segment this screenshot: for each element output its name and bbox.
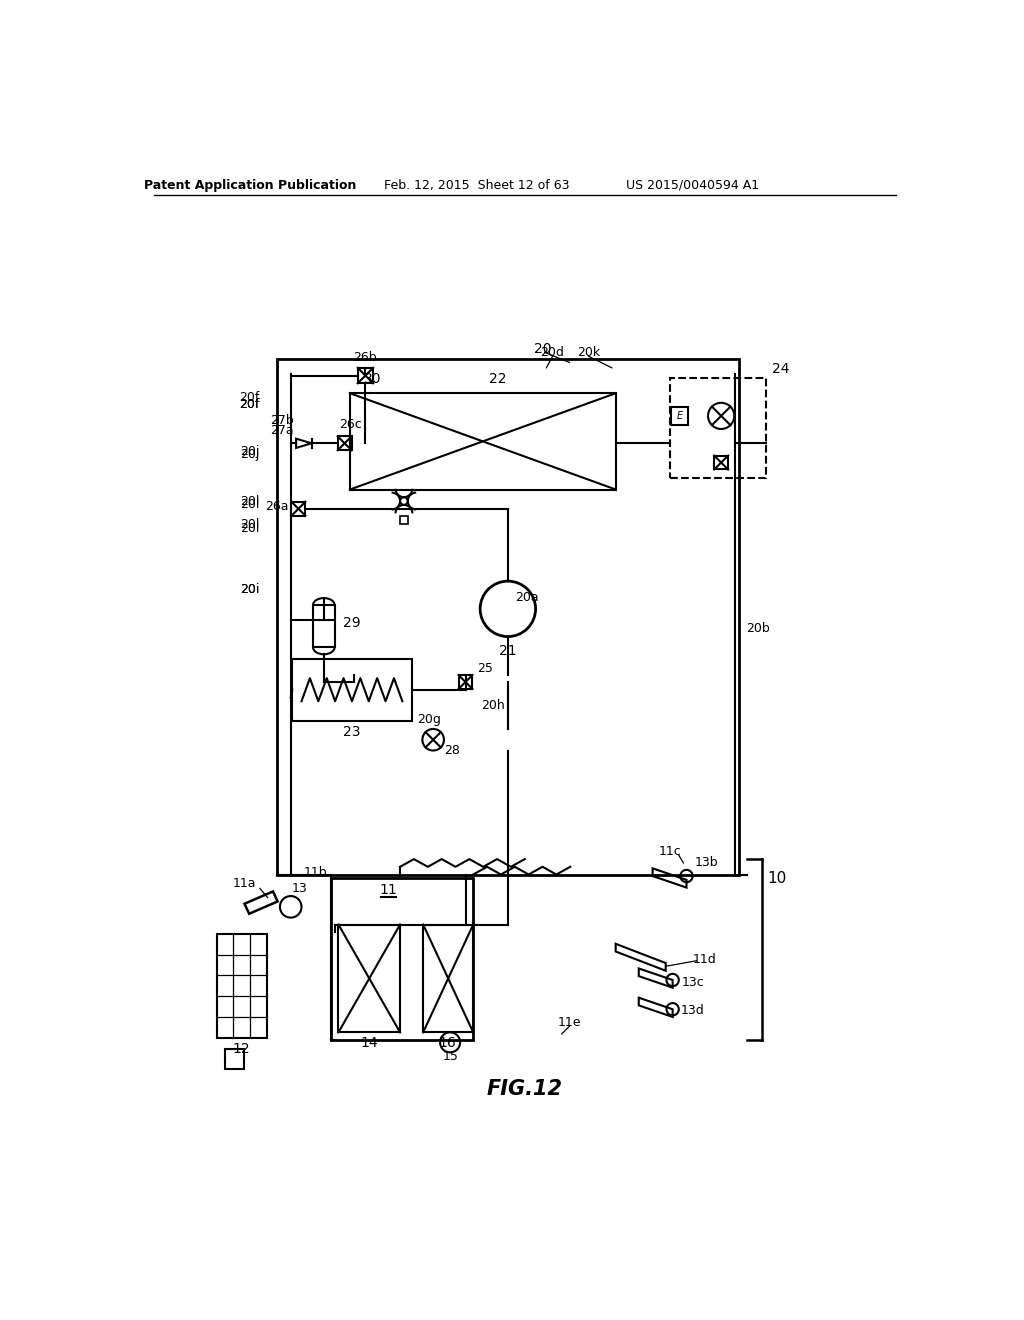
Text: 16: 16 [439, 1036, 457, 1051]
Text: Feb. 12, 2015  Sheet 12 of 63: Feb. 12, 2015 Sheet 12 of 63 [384, 178, 569, 191]
Bar [670, 378, 766, 478]
Bar [400, 516, 408, 524]
Text: 20l: 20l [241, 499, 260, 511]
Text: 20l: 20l [241, 517, 260, 531]
Bar [339, 924, 400, 1032]
Text: FIG.12: FIG.12 [486, 1078, 563, 1098]
Text: 20g: 20g [418, 713, 441, 726]
Bar [313, 605, 335, 647]
Text: 25: 25 [477, 661, 493, 675]
Text: 20d: 20d [541, 346, 564, 359]
Text: 11a: 11a [232, 878, 256, 890]
Text: 20h: 20h [481, 698, 505, 711]
Text: 20l: 20l [241, 521, 260, 535]
Bar [338, 437, 351, 450]
Bar [292, 502, 305, 516]
Text: 15: 15 [442, 1049, 458, 1063]
Text: 24: 24 [772, 362, 790, 376]
Text: 29: 29 [343, 615, 360, 630]
Text: 20f: 20f [240, 399, 260, 412]
Text: 20i: 20i [241, 583, 260, 597]
Text: 13d: 13d [681, 1005, 705, 1018]
Text: 22: 22 [489, 372, 507, 387]
Text: 12: 12 [232, 1041, 250, 1056]
Text: 20j: 20j [241, 445, 260, 458]
Bar [423, 924, 473, 1032]
Text: 23: 23 [343, 725, 360, 739]
Text: 20: 20 [534, 342, 551, 355]
Text: 20b: 20b [746, 622, 770, 635]
Bar [331, 878, 473, 1040]
Text: 28: 28 [444, 744, 461, 758]
Text: 26a: 26a [265, 500, 289, 513]
Text: Patent Application Publication: Patent Application Publication [143, 178, 356, 191]
Bar [357, 368, 373, 383]
Text: 11b: 11b [303, 866, 328, 879]
Bar [292, 659, 412, 721]
Text: 21: 21 [499, 644, 517, 659]
Text: E: E [677, 411, 683, 421]
Text: 26c: 26c [339, 418, 362, 432]
Text: 20j: 20j [241, 449, 260, 462]
Text: 13b: 13b [694, 857, 718, 870]
Bar [350, 393, 615, 490]
Text: US 2015/0040594 A1: US 2015/0040594 A1 [626, 178, 759, 191]
Bar [671, 407, 688, 425]
Text: 20i: 20i [241, 583, 260, 597]
Bar [224, 1049, 244, 1069]
Text: 20l: 20l [241, 495, 260, 508]
Text: 20f: 20f [240, 391, 260, 404]
Text: 27b: 27b [270, 413, 294, 426]
Text: 13: 13 [292, 882, 308, 895]
Text: 11e: 11e [558, 1016, 582, 1028]
Text: 20a: 20a [515, 591, 540, 603]
Bar [714, 455, 728, 470]
Text: 11d: 11d [692, 953, 716, 966]
Text: 30: 30 [365, 372, 382, 387]
Bar [217, 933, 267, 1038]
Text: 27a: 27a [270, 425, 294, 437]
Text: 26b: 26b [353, 351, 377, 363]
Text: 10: 10 [768, 871, 787, 886]
Bar [276, 359, 739, 875]
Text: 13c: 13c [681, 975, 705, 989]
Bar [459, 675, 472, 689]
Text: 20f: 20f [240, 399, 260, 412]
Text: 14: 14 [360, 1036, 378, 1051]
Text: 20k: 20k [578, 346, 600, 359]
Text: 11c: 11c [658, 845, 681, 858]
Text: 11: 11 [380, 883, 397, 896]
